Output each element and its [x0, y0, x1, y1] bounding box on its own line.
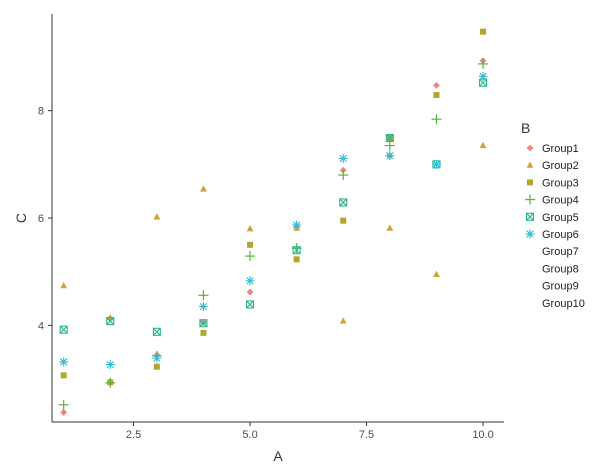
- data-point: [58, 399, 69, 410]
- data-point: [198, 302, 208, 312]
- legend-label: Group5: [542, 212, 579, 224]
- data-point: [245, 276, 255, 286]
- series-group4: [58, 58, 489, 410]
- plot-area: 2.5 5.0 7.5 10.0 4 6 8: [38, 14, 504, 441]
- data-point: [152, 353, 162, 363]
- data-point: [340, 217, 347, 224]
- data-points: [58, 28, 489, 416]
- y-tick-label: 4: [38, 320, 44, 332]
- legend-key: [525, 212, 535, 221]
- data-point: [105, 360, 115, 370]
- legend-label: Group8: [542, 263, 579, 275]
- legend-item-group4: Group4: [525, 194, 579, 207]
- data-point: [200, 185, 207, 192]
- data-point: [59, 325, 68, 334]
- x-tick-label: 2.5: [126, 429, 141, 441]
- data-point: [433, 270, 440, 277]
- data-point: [60, 281, 68, 289]
- data-point: [339, 198, 348, 207]
- y-tick-label: 6: [38, 213, 44, 225]
- x-tick-label: 10.0: [472, 429, 493, 441]
- data-point: [60, 372, 67, 379]
- data-point: [199, 319, 208, 328]
- legend-label: Group9: [542, 281, 579, 293]
- data-point: [247, 241, 254, 248]
- data-point: [433, 82, 440, 89]
- data-point: [292, 220, 302, 230]
- legend-item-group1: Group1: [526, 143, 579, 155]
- x-tick-label: 7.5: [359, 429, 374, 441]
- legend-item-group5: Group5: [525, 212, 579, 224]
- x-axis-ticks: 2.5 5.0 7.5 10.0: [126, 422, 494, 441]
- series-group6: [59, 71, 488, 370]
- data-point: [385, 151, 395, 161]
- legend-item-group9: Group9: [542, 281, 579, 293]
- y-axis-title: C: [13, 213, 29, 223]
- data-point: [478, 58, 489, 69]
- legend: B Group1Group2Group3Group4Group5Group6Gr…: [521, 120, 585, 310]
- legend-item-group8: Group8: [542, 263, 579, 275]
- legend-label: Group6: [542, 229, 579, 241]
- legend-label: Group4: [542, 195, 579, 207]
- legend-key: [526, 161, 534, 168]
- legend-label: Group3: [542, 177, 579, 189]
- data-point: [153, 213, 161, 220]
- legend-item-group3: Group3: [527, 177, 579, 189]
- data-point: [431, 114, 442, 125]
- legend-key: [525, 194, 535, 205]
- data-point: [60, 408, 68, 416]
- x-axis-title: A: [273, 448, 283, 464]
- legend-label: Group2: [542, 160, 579, 172]
- series-group2: [60, 141, 487, 324]
- series-group3: [60, 28, 487, 386]
- legend-key: [525, 229, 535, 239]
- data-point: [478, 71, 488, 81]
- x-tick-label: 5.0: [242, 429, 257, 441]
- data-point: [198, 290, 209, 301]
- data-point: [431, 159, 441, 169]
- data-point: [106, 317, 115, 326]
- data-point: [200, 329, 207, 336]
- data-point: [245, 300, 255, 309]
- series-group5: [59, 78, 488, 336]
- data-point: [292, 246, 301, 255]
- data-point: [293, 256, 300, 263]
- data-point: [59, 357, 69, 367]
- data-point: [246, 288, 254, 296]
- series-group1: [60, 57, 487, 416]
- legend-items: Group1 Group2 Group3 Group4 Group5 Group6 Grou…: [525, 143, 585, 310]
- data-point: [479, 141, 487, 149]
- legend-key: [527, 179, 533, 186]
- data-point: [384, 140, 395, 151]
- legend-item-group7: Group7: [542, 246, 579, 258]
- data-point: [245, 251, 256, 262]
- data-point: [433, 92, 440, 99]
- y-tick-label: 8: [38, 106, 44, 118]
- legend-key: [526, 144, 534, 152]
- legend-label: Group1: [542, 143, 579, 155]
- legend-item-group2: Group2: [526, 160, 579, 172]
- data-point: [246, 224, 254, 232]
- data-point: [480, 28, 487, 35]
- data-point: [386, 224, 394, 231]
- legend-item-group6: Group6: [525, 229, 579, 241]
- data-point: [338, 170, 349, 181]
- data-point: [339, 317, 347, 324]
- data-point: [385, 133, 394, 143]
- data-point: [152, 327, 161, 336]
- data-point: [105, 377, 116, 388]
- legend-label: Group7: [542, 246, 579, 258]
- data-point: [153, 363, 160, 370]
- legend-item-group10: Group10: [542, 298, 585, 310]
- y-axis-ticks: 4 6 8: [38, 106, 52, 332]
- data-point: [338, 153, 348, 163]
- legend-label: Group10: [542, 298, 585, 310]
- legend-title: B: [521, 120, 530, 136]
